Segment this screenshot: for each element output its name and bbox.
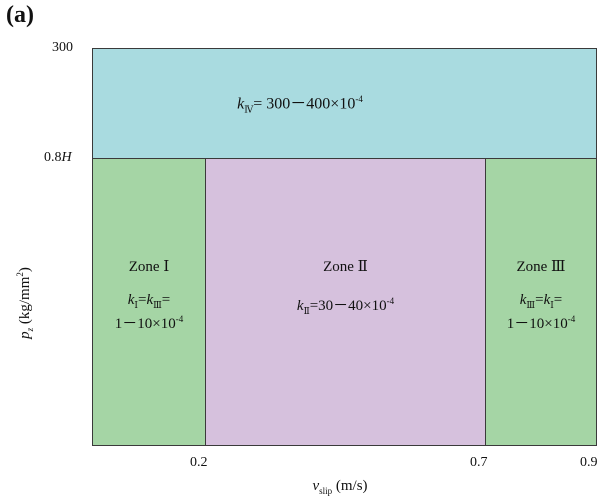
zone-2-title: Zone Ⅱ bbox=[323, 259, 368, 275]
panel-label: (a) bbox=[6, 2, 34, 28]
zone-2-k: k bbox=[296, 298, 304, 314]
zone-1-title: Zone Ⅰ bbox=[128, 259, 170, 275]
zone-1-formula-line1: kⅠ=kⅢ= bbox=[92, 292, 206, 310]
zone-3-k-a-sub: Ⅲ bbox=[526, 300, 536, 310]
x-label-unit: (m/s) bbox=[332, 478, 368, 494]
zone-4-k-sub: Ⅳ bbox=[244, 104, 254, 115]
y-tick-mid-var: H bbox=[61, 150, 72, 165]
x-label-var: v bbox=[312, 478, 320, 494]
zone-1-eq: = bbox=[137, 292, 147, 308]
zone-2-formula-text: =30－40×10 bbox=[309, 298, 387, 314]
x-tick-0.7: 0.7 bbox=[470, 455, 488, 470]
y-tick-mid-prefix: 0.8 bbox=[44, 150, 62, 165]
y-label-sub: z bbox=[25, 327, 35, 332]
zone-3-eq: = bbox=[535, 292, 544, 308]
zone-3-line2-text: 1－10×10 bbox=[506, 316, 568, 332]
zone-1-line2-text: 1－10×10 bbox=[114, 316, 176, 332]
zone-3-exp: -4 bbox=[567, 314, 576, 324]
x-label-sub: slip bbox=[319, 486, 333, 496]
zone-3-k-b-sub: Ⅰ bbox=[550, 300, 554, 310]
zone-2-region bbox=[205, 158, 486, 446]
x-tick-0.9: 0.9 bbox=[580, 455, 598, 470]
y-tick-top: 300 bbox=[52, 40, 73, 55]
zone-2-k-sub: Ⅱ bbox=[303, 306, 310, 316]
y-label-sup: 2 bbox=[15, 272, 25, 277]
zone-3-title: Zone Ⅲ bbox=[516, 259, 566, 275]
zone-1-exp: -4 bbox=[175, 314, 184, 324]
zone-1-region bbox=[92, 158, 206, 446]
y-tick-0.8H: 0.8H bbox=[44, 150, 72, 166]
zone-4-k: k bbox=[237, 95, 245, 113]
y-label-var: p bbox=[17, 331, 33, 339]
zone-3-k-a: k bbox=[519, 292, 527, 308]
zone-3-k-b: k bbox=[543, 292, 551, 308]
x-axis-label: vslip (m/s) bbox=[260, 478, 420, 496]
zone-3-formula-line2: 1－10×10-4 bbox=[485, 314, 597, 333]
x-tick-0.2: 0.2 bbox=[190, 455, 208, 470]
zone-2-exp: -4 bbox=[386, 296, 395, 306]
zone-1-eq-end: = bbox=[161, 292, 171, 308]
zone-4-formula: kⅣ= 300－400×10-4 bbox=[200, 94, 400, 115]
zone-4-region bbox=[92, 48, 597, 159]
zone-3-formula-line1: kⅢ=kⅠ= bbox=[485, 292, 597, 310]
zone-1-k-b-sub: Ⅲ bbox=[153, 300, 162, 310]
zone-2-formula: kⅡ=30－40×10-4 bbox=[205, 296, 486, 316]
zone-1-k-a: k bbox=[127, 292, 135, 308]
zone-1-k-a-sub: Ⅰ bbox=[134, 300, 138, 310]
y-axis-label: pz (kg/mm2) bbox=[15, 248, 35, 358]
y-label-unit-close: ) bbox=[17, 267, 33, 273]
y-label-unit: (kg/mm bbox=[17, 276, 33, 328]
zone-4-exp: -4 bbox=[355, 94, 363, 104]
zone-3-region bbox=[485, 158, 597, 446]
zone-3-eq-end: = bbox=[553, 292, 563, 308]
zone-4-formula-text: = 300－400×10 bbox=[253, 95, 356, 113]
zone-1-k-b: k bbox=[146, 292, 154, 308]
zone-1-formula-line2: 1－10×10-4 bbox=[92, 314, 206, 333]
